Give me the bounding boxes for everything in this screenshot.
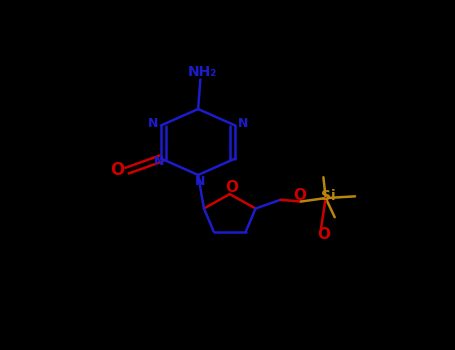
Text: N: N xyxy=(153,155,164,168)
Text: O: O xyxy=(110,161,124,179)
Text: Si: Si xyxy=(321,189,335,203)
Text: N: N xyxy=(147,117,158,130)
Text: N: N xyxy=(238,117,248,130)
Text: O: O xyxy=(317,227,330,242)
Text: N: N xyxy=(195,175,206,188)
Text: NH₂: NH₂ xyxy=(188,65,217,79)
Text: O: O xyxy=(293,188,306,203)
Text: O: O xyxy=(226,180,238,195)
